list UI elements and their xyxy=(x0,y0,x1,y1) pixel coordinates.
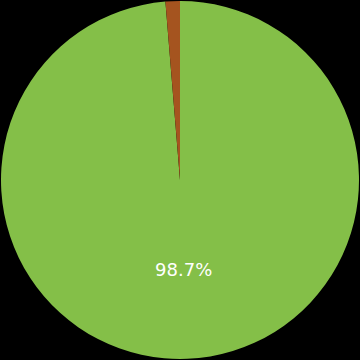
svg-text:98.7%: 98.7% xyxy=(155,259,212,280)
